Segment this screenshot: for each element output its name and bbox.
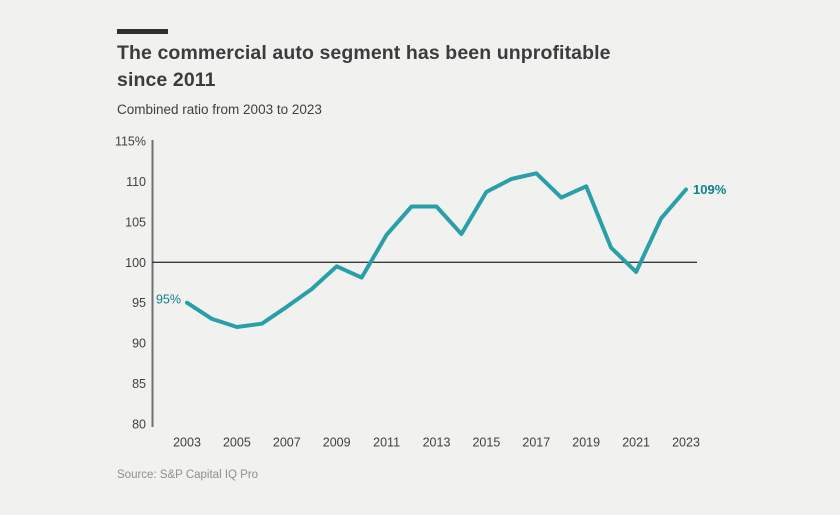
x-axis-label: 2009 xyxy=(323,436,351,450)
chart-title-line1: The commercial auto segment has been unp… xyxy=(117,42,611,64)
end-point-label: 109% xyxy=(693,182,727,197)
x-axis-label: 2013 xyxy=(423,436,451,450)
y-axis-label: 105 xyxy=(125,215,146,229)
y-axis-label: 95 xyxy=(132,296,146,310)
x-axis-label: 2011 xyxy=(373,436,400,450)
y-axis-label: 115% xyxy=(115,135,146,149)
title-accent-bar xyxy=(117,29,168,34)
x-axis-label: 2007 xyxy=(273,436,301,450)
chart-subtitle: Combined ratio from 2003 to 2023 xyxy=(117,102,322,117)
x-axis-label: 2021 xyxy=(622,436,650,450)
chart-title-line2: since 2011 xyxy=(117,69,216,91)
x-axis-label: 2023 xyxy=(672,436,700,450)
x-axis-label: 2005 xyxy=(223,436,251,450)
y-axis-label: 110 xyxy=(126,175,146,189)
chart-title: The commercial auto segment has been unp… xyxy=(117,40,757,94)
source-note: Source: S&P Capital IQ Pro xyxy=(117,469,259,481)
x-axis-label: 2015 xyxy=(472,436,500,450)
x-axis-label: 2019 xyxy=(572,436,600,450)
y-axis-label: 90 xyxy=(132,337,146,351)
start-point-label: 95% xyxy=(156,293,181,307)
combined-ratio-line xyxy=(185,171,688,329)
y-axis-label: 100 xyxy=(125,256,146,270)
x-axis-label: 2017 xyxy=(522,436,550,450)
y-axis-label: 80 xyxy=(132,418,146,432)
x-axis-label: 2003 xyxy=(173,436,201,450)
y-axis-label: 85 xyxy=(132,377,146,391)
